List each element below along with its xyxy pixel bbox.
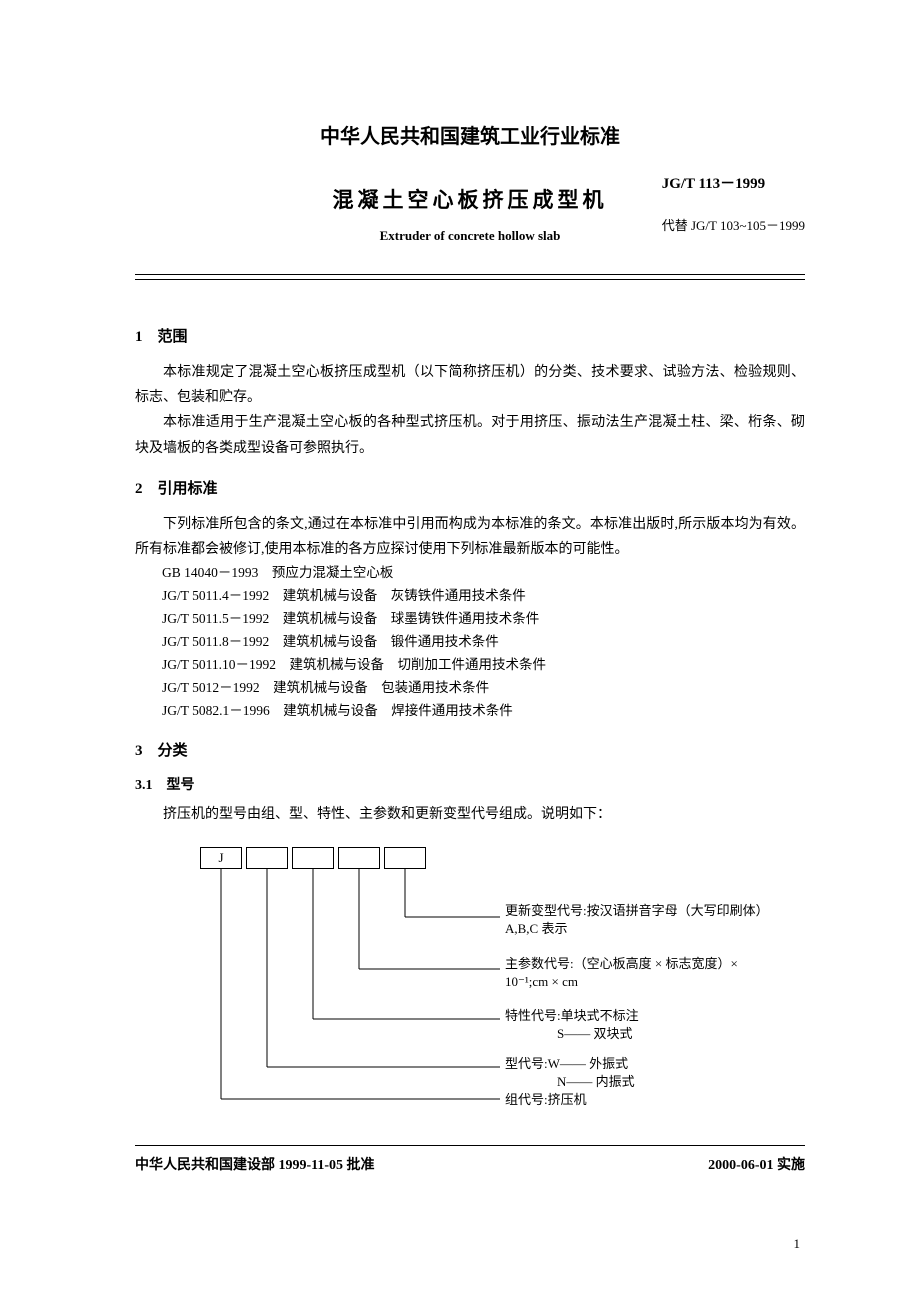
replaces-code: 代替 JG/T 103~105－1999	[662, 215, 805, 234]
diagram-box-1: J	[200, 847, 242, 869]
diagram-box-2	[246, 847, 288, 869]
diagram-label-1: 更新变型代号:按汉语拼音字母（大写印刷体）A,B,C 表示	[505, 902, 765, 938]
ref-item: JG/T 5011.10－1992 建筑机械与设备 切削加工件通用技术条件	[162, 654, 805, 677]
ref-item: JG/T 5011.5－1992 建筑机械与设备 球墨铸铁件通用技术条件	[162, 608, 805, 631]
title-block: 混凝土空心板挤压成型机 Extruder of concrete hollow …	[135, 184, 805, 244]
divider-top-2	[135, 279, 805, 280]
approval-date: 中华人民共和国建设部 1999-11-05 批准	[135, 1154, 375, 1174]
diagram-box-5	[384, 847, 426, 869]
diagram-box-4	[338, 847, 380, 869]
section-1-p1: 本标准规定了混凝土空心板挤压成型机（以下简称挤压机）的分类、技术要求、试验方法、…	[135, 360, 805, 410]
ref-item: JG/T 5011.8－1992 建筑机械与设备 锻件通用技术条件	[162, 631, 805, 654]
diagram-label-4: 型代号:W—— 外振式 N—— 内振式	[505, 1055, 765, 1091]
footer: 中华人民共和国建设部 1999-11-05 批准 2000-06-01 实施	[135, 1154, 805, 1174]
section-3-1-heading: 3.1 型号	[135, 774, 805, 794]
section-1-p2: 本标准适用于生产混凝土空心板的各种型式挤压机。对于用挤压、振动法生产混凝土柱、梁…	[135, 410, 805, 460]
standard-org-title: 中华人民共和国建筑工业行业标准	[135, 120, 805, 149]
diagram-lines	[200, 869, 510, 1119]
standard-code: JG/T 113－1999	[662, 172, 805, 193]
implementation-date: 2000-06-01 实施	[708, 1154, 805, 1174]
diagram-label-2: 主参数代号:（空心板高度 × 标志宽度）× 10⁻¹;cm × cm	[505, 955, 765, 991]
page-number: 1	[794, 1236, 801, 1252]
diagram-box-3	[292, 847, 334, 869]
section-3-p1: 挤压机的型号由组、型、特性、主参数和更新变型代号组成。说明如下：	[135, 802, 805, 827]
divider-top	[135, 274, 805, 275]
ref-item: JG/T 5012－1992 建筑机械与设备 包装通用技术条件	[162, 677, 805, 700]
section-1-heading: 1 范围	[135, 325, 805, 346]
ref-item: JG/T 5011.4－1992 建筑机械与设备 灰铸铁件通用技术条件	[162, 585, 805, 608]
section-3-heading: 3 分类	[135, 739, 805, 760]
ref-item: JG/T 5082.1－1996 建筑机械与设备 焊接件通用技术条件	[162, 700, 805, 723]
ref-item: GB 14040－1993 预应力混凝土空心板	[162, 562, 805, 585]
section-2-heading: 2 引用标准	[135, 477, 805, 498]
model-code-diagram: J 更新变型代号:按汉语拼音字母（大写印刷体）A,B,C 表示 主参数代号:（空…	[200, 847, 805, 1127]
footer-divider	[135, 1145, 805, 1146]
reference-list: GB 14040－1993 预应力混凝土空心板 JG/T 5011.4－1992…	[162, 562, 805, 723]
diagram-label-3: 特性代号:单块式不标注 S—— 双块式	[505, 1007, 765, 1043]
section-2-p1: 下列标准所包含的条文,通过在本标准中引用而构成为本标准的条文。本标准出版时,所示…	[135, 512, 805, 562]
diagram-label-5: 组代号:挤压机	[505, 1091, 765, 1109]
